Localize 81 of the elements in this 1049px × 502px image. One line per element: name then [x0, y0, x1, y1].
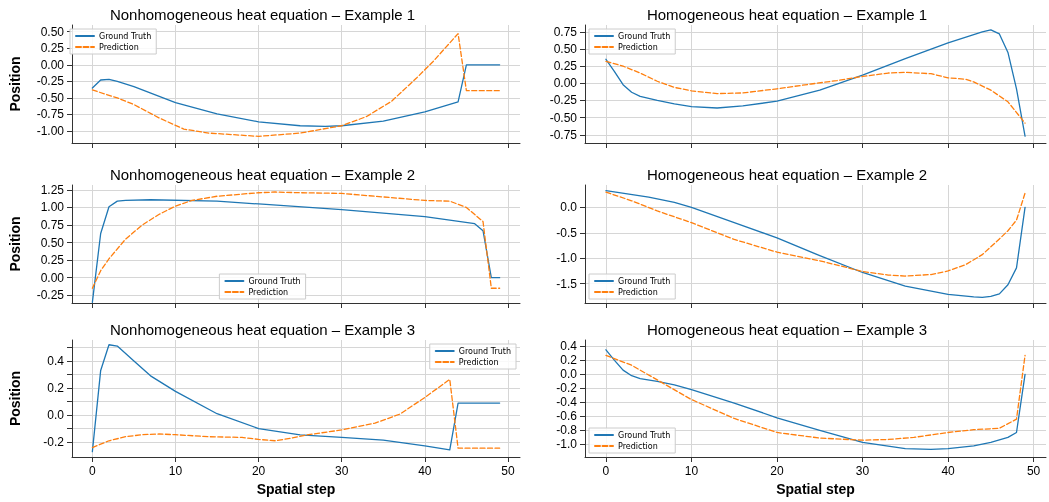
chart-title: Homogeneous heat equation – Example 2 [646, 166, 928, 183]
x-tick-label: 0 [602, 464, 610, 478]
y-tick-label: 0.00 [40, 270, 65, 285]
y-tick-label: -1.0 [556, 251, 578, 266]
legend-label: Ground Truth [618, 31, 671, 41]
y-tick-label: 0.00 [553, 76, 578, 91]
line-series [91, 199, 501, 303]
x-axis-title: Spatial step [256, 480, 336, 497]
y-tick-label: -1.0 [556, 437, 578, 452]
y-tick-label: -0.75 [36, 107, 65, 122]
y-tick-label: 0.75 [40, 218, 65, 233]
line-series [605, 189, 1026, 299]
legend-label: Ground Truth [248, 276, 301, 286]
y-tick-label: -0.5 [556, 225, 578, 240]
legend-label: Prediction [618, 287, 658, 297]
chart-title: Nonhomogeneous heat equation – Example 2 [109, 166, 416, 183]
x-tick-label: 20 [251, 464, 266, 478]
y-tick-label: -0.50 [36, 90, 65, 105]
line-series [91, 64, 501, 128]
y-tick-label: 0.2 [560, 353, 578, 368]
x-tick-label: 30 [335, 464, 349, 478]
y-tick-label: 1.00 [40, 200, 65, 215]
y-tick-label: 1.25 [40, 182, 65, 197]
chart-title: Nonhomogeneous heat equation – Example 1 [109, 6, 416, 23]
y-tick-label: -1.00 [36, 124, 65, 139]
y-tick-label: 0.00 [40, 57, 65, 72]
y-tick-label: -0.75 [549, 127, 578, 142]
x-tick-label: 20 [770, 464, 785, 478]
y-tick-label: 0.4 [560, 339, 578, 354]
x-tick-label: 30 [855, 464, 870, 478]
y-tick-label: 0.0 [560, 367, 578, 382]
y-tick-label: -1.5 [556, 276, 578, 291]
chart-title: Homogeneous heat equation – Example 3 [646, 321, 928, 338]
x-axis-title: Spatial step [776, 480, 855, 497]
legend-label: Prediction [458, 357, 499, 367]
y-tick-label: -0.25 [549, 93, 578, 108]
y-tick-label: 0.0 [47, 408, 65, 423]
x-tick-label: 10 [168, 464, 183, 478]
x-tick-label: 40 [941, 464, 956, 478]
legend-label: Prediction [99, 42, 139, 52]
x-tick-label: 50 [501, 464, 515, 478]
legend-label: Ground Truth [99, 31, 152, 41]
y-axis-title: Position [7, 370, 23, 427]
y-axis-title: Position [7, 216, 23, 272]
y-tick-label: 0.50 [40, 235, 65, 250]
line-series [605, 60, 1026, 124]
line-series [605, 29, 1026, 137]
x-tick-label: 40 [418, 464, 432, 478]
chart-title: Homogeneous heat equation – Example 1 [646, 6, 928, 23]
legend-label: Ground Truth [618, 430, 671, 440]
y-tick-label: 0.75 [553, 24, 578, 39]
y-tick-label: 0.25 [40, 253, 65, 268]
y-tick-label: -0.25 [36, 74, 65, 89]
y-tick-label: -0.6 [556, 409, 578, 424]
legend-label: Ground Truth [618, 276, 671, 286]
chart-title: Nonhomogeneous heat equation – Example 3 [109, 321, 416, 338]
x-tick-label: 0 [89, 464, 97, 478]
y-tick-label: -0.50 [549, 110, 578, 125]
y-tick-label: -0.8 [556, 423, 578, 438]
y-tick-label: 0.25 [40, 41, 65, 56]
y-tick-label: 0.50 [553, 42, 578, 57]
y-tick-label: 0.0 [560, 200, 578, 215]
y-tick-label: 0.2 [47, 381, 65, 396]
legend-label: Prediction [618, 441, 658, 451]
y-tick-label: 0.50 [40, 24, 65, 39]
y-tick-label: -0.4 [556, 395, 578, 410]
legend-label: Ground Truth [458, 346, 511, 356]
line-series [605, 191, 1026, 277]
legend-label: Prediction [618, 42, 658, 52]
line-series [91, 191, 501, 289]
y-tick-label: -0.2 [556, 381, 578, 396]
y-tick-label: 0.4 [47, 353, 65, 368]
x-tick-label: 50 [1026, 464, 1041, 478]
y-tick-label: 0.25 [553, 59, 578, 74]
x-tick-label: 10 [684, 464, 699, 478]
y-tick-label: -0.25 [36, 288, 65, 303]
legend-label: Prediction [248, 287, 289, 297]
line-series [91, 32, 501, 138]
line-series [91, 378, 501, 449]
y-tick-label: -0.2 [43, 435, 65, 450]
y-axis-title: Position [7, 56, 23, 112]
